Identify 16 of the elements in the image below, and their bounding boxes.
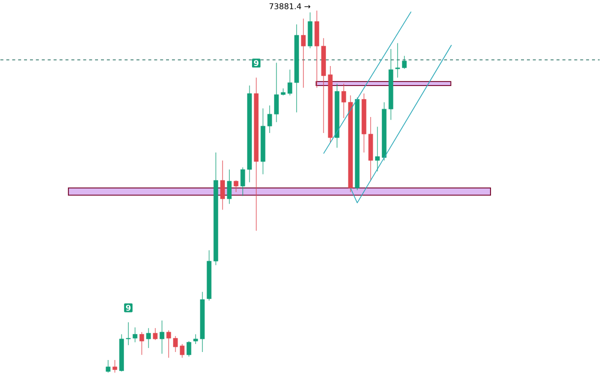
- candlestick: [112, 360, 118, 373]
- candlestick: [341, 83, 346, 118]
- candlestick: [234, 180, 238, 192]
- candlestick: [152, 328, 158, 340]
- candlestick: [193, 334, 198, 344]
- candlestick: [146, 328, 151, 348]
- candlestick: [106, 360, 110, 373]
- candlestick: [166, 330, 172, 358]
- candlestick: [139, 332, 144, 356]
- candlestick: [186, 340, 192, 358]
- candlestick: [402, 56, 407, 70]
- candlestick: [160, 320, 164, 354]
- candlestick: [220, 160, 225, 210]
- candlestick: [301, 18, 306, 88]
- candlestick: [227, 169, 232, 204]
- candlestick: [395, 42, 400, 78]
